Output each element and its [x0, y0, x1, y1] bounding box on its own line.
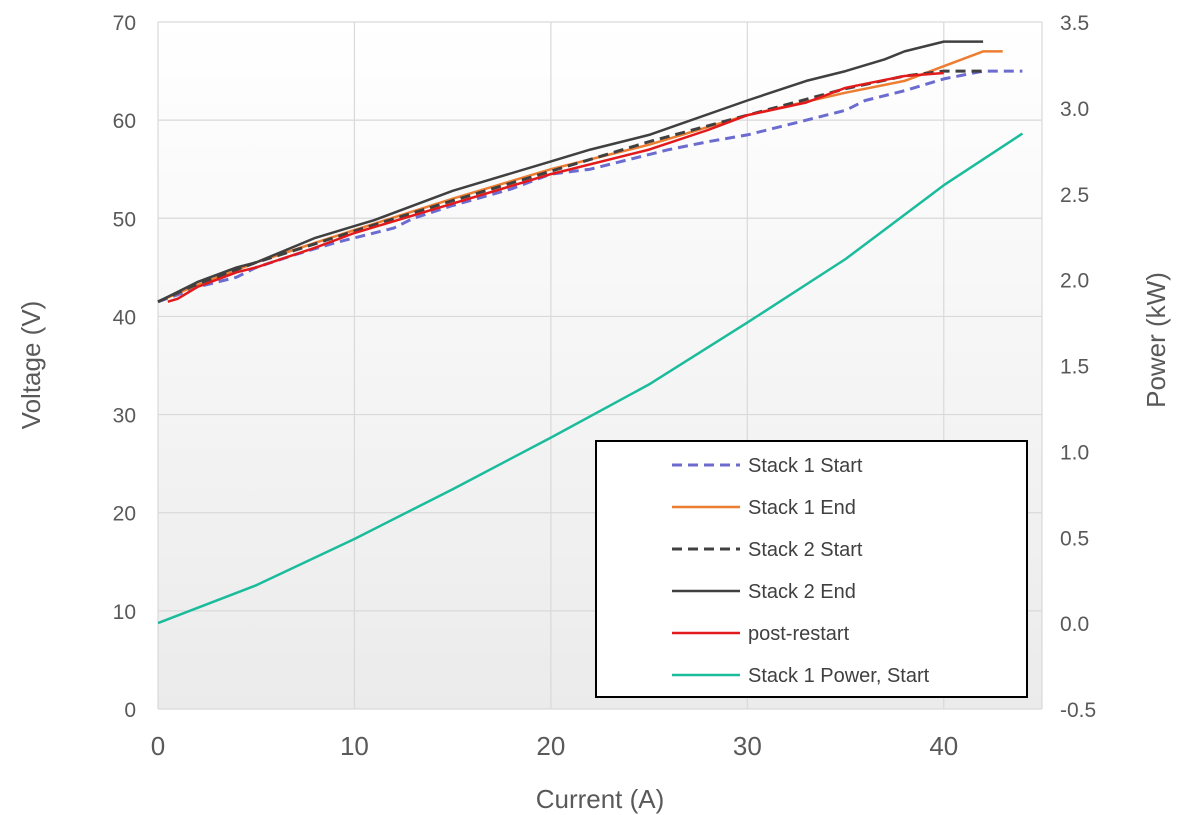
y2-tick-label: 0.5	[1060, 527, 1089, 550]
legend-label: Stack 1 End	[748, 497, 856, 519]
y2-tick-label: -0.5	[1060, 699, 1096, 722]
y2-tick-label: 3.0	[1060, 98, 1089, 121]
legend-label: post-restart	[748, 623, 850, 645]
x-tick-label: 0	[151, 731, 165, 761]
x-tick-label: 30	[733, 731, 762, 761]
legend-label: Stack 2 End	[748, 581, 856, 603]
y2-tick-label: 2.0	[1060, 270, 1089, 293]
y-tick-labels: 0 10 20 30 40 50 60 70	[113, 12, 136, 722]
y-tick-label: 20	[113, 503, 136, 526]
x-tick-label: 40	[929, 731, 958, 761]
y-axis-title: Voltage (V)	[16, 301, 46, 430]
y-tick-label: 40	[113, 306, 136, 329]
y-tick-label: 10	[113, 601, 136, 624]
series-line	[157, 69, 1023, 304]
y2-tick-label: 2.5	[1060, 184, 1089, 207]
series-line	[157, 132, 1024, 625]
legend-box	[595, 440, 1028, 698]
legend-label: Stack 1 Power, Start	[748, 665, 930, 687]
x-tick-label: 10	[340, 731, 369, 761]
y-tick-label: 30	[113, 405, 136, 428]
legend: Stack 1 Start Stack 1 End Stack 2 Start Sta…	[595, 440, 1028, 698]
series-line	[167, 71, 944, 303]
legend-items: Stack 1 Start Stack 1 End Stack 2 Start Sta…	[672, 455, 930, 687]
y-tick-label: 0	[124, 699, 136, 722]
x-tick-label: 20	[536, 731, 565, 761]
series-lines	[157, 40, 1024, 625]
y2-tick-labels: -0.5 0.0 0.5 1.0 1.5 2.0 2.5 3.0 3.5	[1060, 12, 1096, 722]
x-axis-title: Current (A)	[536, 784, 665, 814]
y2-tick-label: 3.5	[1060, 12, 1089, 35]
series-line	[157, 40, 984, 303]
y2-tick-label: 1.5	[1060, 356, 1089, 379]
y2-tick-label: 1.0	[1060, 441, 1089, 464]
y-tick-label: 70	[113, 12, 136, 35]
y-tick-label: 60	[113, 110, 136, 133]
y2-axis-title: Power (kW)	[1141, 272, 1171, 408]
y2-tick-label: 0.0	[1060, 613, 1089, 636]
x-tick-labels: 0 10 20 30 40	[151, 731, 958, 761]
series-line	[157, 50, 1003, 303]
legend-label: Stack 1 Start	[748, 455, 863, 477]
y-tick-label: 50	[113, 208, 136, 231]
legend-label: Stack 2 Start	[748, 539, 863, 561]
